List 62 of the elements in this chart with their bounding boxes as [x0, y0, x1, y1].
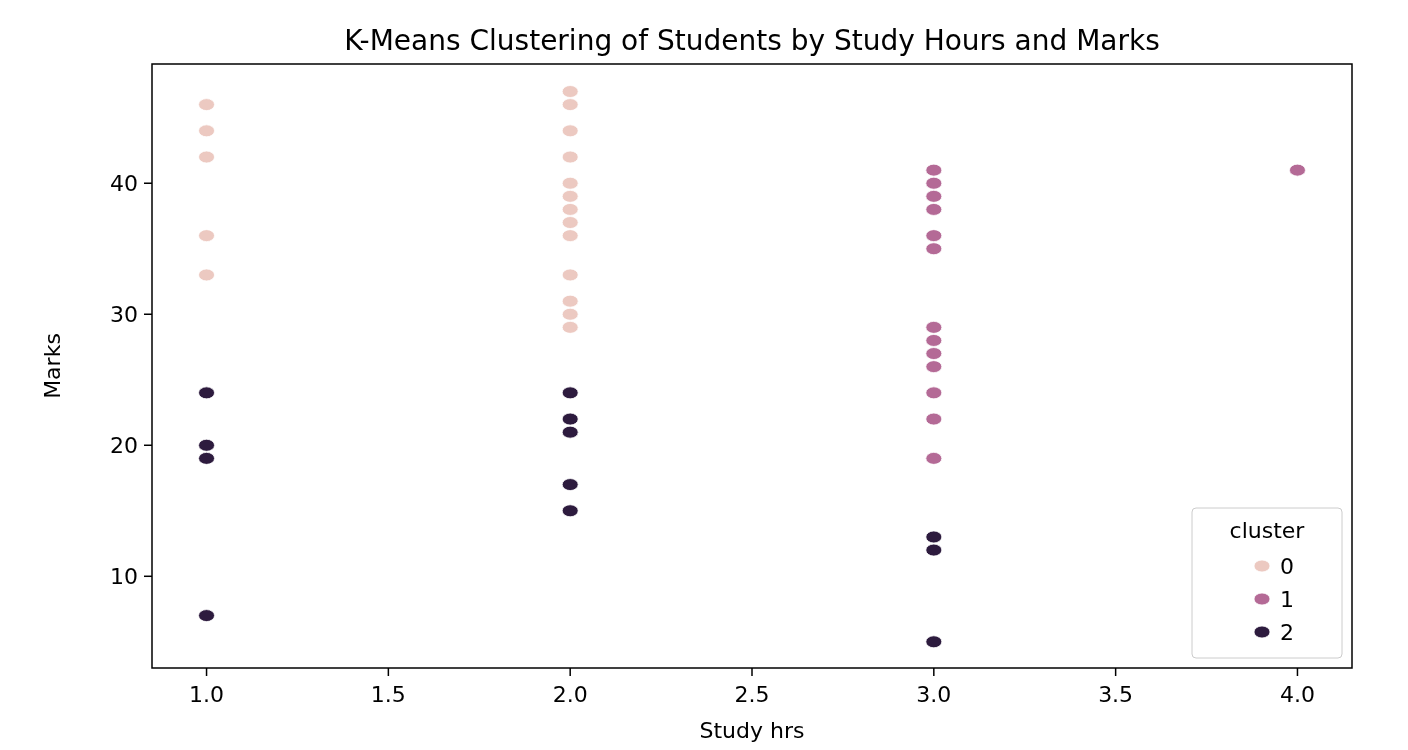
y-tick-label: 30: [110, 302, 138, 328]
x-axis-title: Study hrs: [699, 718, 805, 743]
point: [561, 320, 579, 334]
point: [561, 124, 579, 138]
point: [925, 229, 943, 243]
point: [925, 347, 943, 360]
point: [561, 504, 579, 518]
x-tick-label: 1.0: [189, 682, 225, 707]
point: [561, 98, 579, 112]
point: [561, 216, 579, 229]
point: [198, 150, 215, 164]
chart-title: K-Means Clustering of Students by Study Hours and Marks: [344, 24, 1160, 57]
point: [198, 386, 215, 400]
point: [925, 386, 943, 400]
y-tick-label: 40: [110, 171, 138, 197]
point: [925, 451, 943, 465]
y-tick-label: 10: [110, 564, 138, 590]
point: [561, 176, 579, 190]
point: [198, 124, 215, 138]
point: [925, 360, 943, 374]
y-tick-label: 20: [110, 433, 138, 459]
point: [198, 438, 215, 452]
x-tick-label: 2.0: [552, 682, 588, 707]
legend-label: 2: [1280, 620, 1294, 645]
point: [561, 425, 579, 439]
x-tick-label: 2.5: [734, 682, 770, 707]
point: [925, 203, 943, 216]
point: [1289, 163, 1306, 177]
point: [561, 478, 579, 491]
point: [561, 268, 579, 282]
point: [198, 609, 215, 622]
y-axis-title: Marks: [40, 333, 65, 399]
point: [561, 307, 579, 321]
point: [198, 451, 215, 465]
x-tick-label: 1.5: [370, 682, 406, 707]
x-tick-label: 3.0: [916, 682, 952, 707]
point: [561, 229, 579, 243]
point: [925, 189, 943, 203]
point: [561, 386, 579, 400]
point: [198, 98, 215, 112]
legend-label: 1: [1280, 587, 1294, 612]
point: [925, 543, 943, 557]
point: [925, 163, 943, 177]
point: [925, 334, 943, 347]
point: [925, 176, 943, 190]
point: [561, 85, 579, 98]
point: [561, 189, 579, 203]
point: [561, 294, 579, 308]
point: [198, 229, 215, 243]
point: [925, 530, 943, 544]
x-tick-label: 4.0: [1279, 682, 1315, 707]
legend-label: 0: [1280, 554, 1294, 579]
point: [198, 268, 215, 282]
point: [561, 150, 579, 164]
point: [925, 320, 943, 334]
point: [925, 412, 943, 426]
point: [925, 635, 943, 649]
point: [925, 242, 943, 256]
point: [561, 203, 579, 216]
x-tick-label: 3.5: [1098, 682, 1134, 707]
legend-title: cluster: [1229, 518, 1306, 543]
point: [561, 412, 579, 426]
